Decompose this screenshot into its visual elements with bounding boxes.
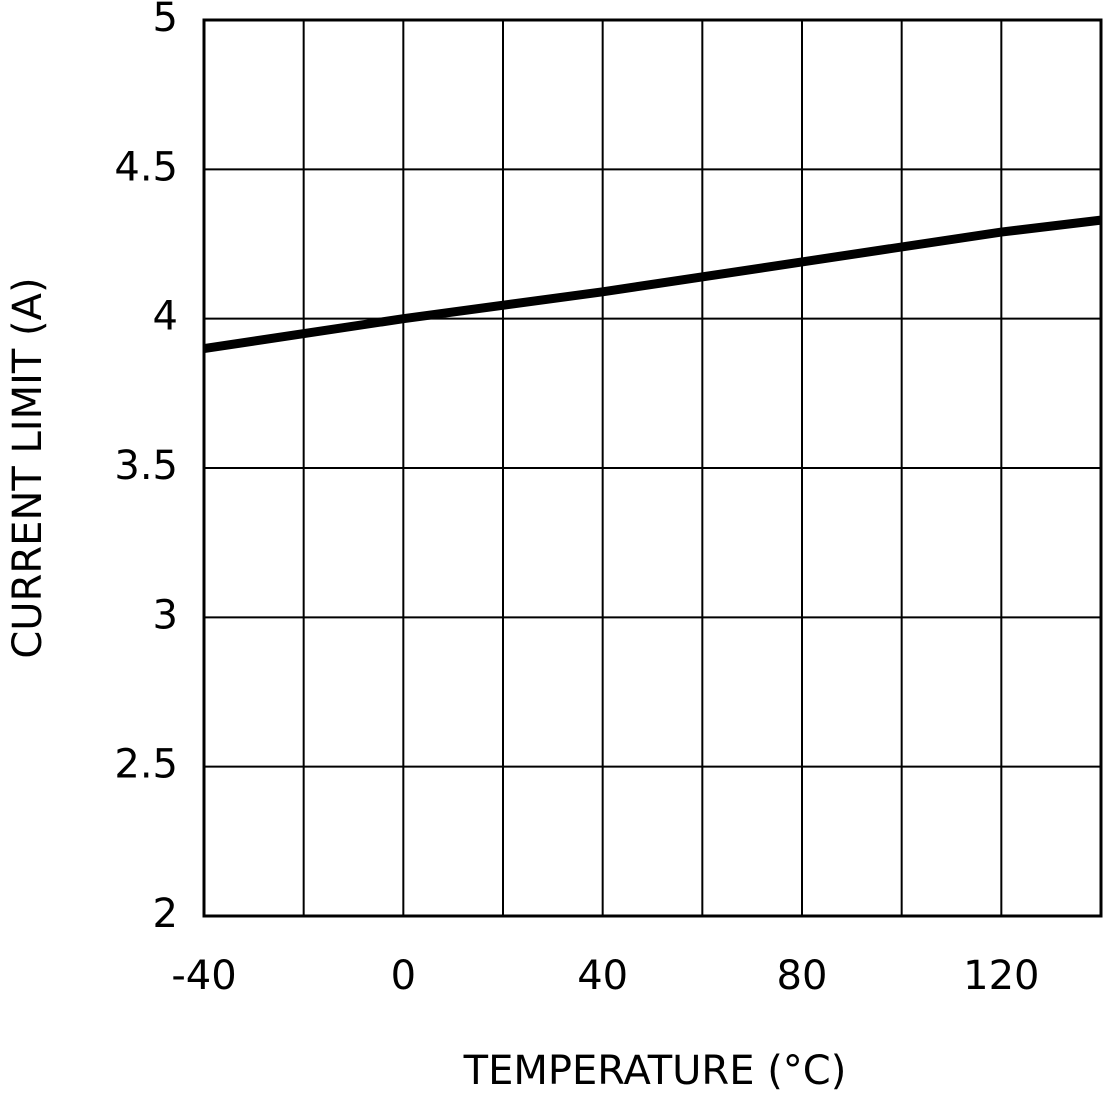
x-tick-label: 40 xyxy=(577,953,628,999)
x-axis-title: TEMPERATURE (°C) xyxy=(463,1048,847,1094)
plot-frame xyxy=(202,18,1103,918)
y-axis-title: CURRENT LIMIT (A) xyxy=(5,277,51,658)
x-tick-label: 120 xyxy=(963,953,1039,999)
y-tick-label: 2 xyxy=(153,891,178,937)
y-tick-label: 5 xyxy=(153,0,178,41)
y-tick-label: 4 xyxy=(153,294,178,340)
x-tick-label: -40 xyxy=(171,953,236,999)
y-tick-label: 2.5 xyxy=(114,742,178,788)
x-tick-label: 80 xyxy=(777,953,828,999)
y-tick-label: 4.5 xyxy=(114,144,178,190)
data-line xyxy=(203,215,1102,353)
x-tick-label: 0 xyxy=(391,953,416,999)
y-tick-label: 3 xyxy=(153,592,178,638)
y-tick-label: 3.5 xyxy=(114,443,178,489)
